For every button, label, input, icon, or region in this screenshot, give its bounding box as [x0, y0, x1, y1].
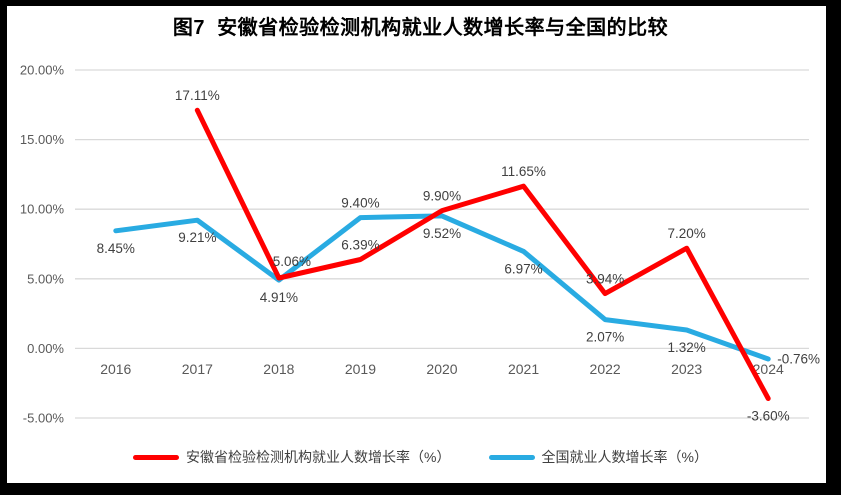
legend-line-swatch — [488, 454, 535, 460]
x-tick-label: 2018 — [263, 361, 294, 377]
point-label-series1-2020: 9.52% — [423, 226, 461, 241]
y-tick-label: 0.00% — [27, 341, 64, 356]
point-label-series0-2023: 7.20% — [668, 226, 706, 241]
point-label-series1-2016: 8.45% — [97, 241, 135, 256]
x-tick-label: 2019 — [345, 361, 376, 377]
y-tick-label: 5.00% — [27, 271, 64, 286]
x-tick-label: 2022 — [590, 361, 621, 377]
chart-title: 图7 安徽省检验检测机构就业人数增长率与全国的比较 — [172, 17, 669, 39]
y-tick-label: -5.00% — [23, 411, 65, 426]
point-label-series0-2019: 6.39% — [341, 237, 379, 252]
point-label-series0-2017: 17.11% — [175, 88, 220, 103]
legend: 安徽省检验检测机构就业人数增长率（%） 全国就业人数增长率（%） — [0, 444, 841, 470]
point-label-series0-2018: 5.06% — [273, 254, 311, 269]
point-label-series1-2018: 4.91% — [260, 290, 298, 305]
point-label-series0-2024: -3.60% — [747, 409, 790, 424]
x-tick-label: 2023 — [671, 361, 702, 377]
point-label-series0-2020: 9.90% — [423, 189, 461, 204]
point-label-series1-2022: 2.07% — [586, 330, 624, 345]
point-label-series1-2021: 6.97% — [504, 261, 542, 276]
legend-item-label: 安徽省检验检测机构就业人数增长率（%） — [186, 449, 451, 465]
point-label-series0-2022: 3.94% — [586, 272, 624, 287]
y-tick-label: 10.00% — [20, 202, 65, 217]
legend-item-0: 安徽省检验检测机构就业人数增长率（%） — [133, 447, 451, 467]
x-tick-label: 2020 — [426, 361, 457, 377]
series-line-0 — [194, 107, 771, 401]
point-label-series0-2021: 11.65% — [501, 164, 546, 179]
y-tick-label: 15.00% — [20, 132, 65, 147]
y-tick-label: 20.00% — [20, 63, 65, 78]
point-label-series1-2017: 9.21% — [178, 230, 216, 245]
legend-item-1: 全国就业人数增长率（%） — [488, 447, 708, 467]
x-tick-label: 2024 — [753, 361, 784, 377]
point-label-series1-2023: 1.32% — [668, 340, 706, 355]
point-label-series1-2019: 9.40% — [341, 196, 379, 211]
chart-background — [7, 6, 826, 483]
x-tick-label: 2016 — [100, 361, 131, 377]
legend-item-label: 全国就业人数增长率（%） — [541, 449, 708, 465]
point-label-series1-2024: -0.76% — [777, 351, 820, 366]
legend-line-swatch — [133, 454, 180, 460]
series-line-1 — [113, 213, 771, 362]
x-tick-label: 2017 — [182, 361, 213, 377]
x-tick-label: 2021 — [508, 361, 539, 377]
